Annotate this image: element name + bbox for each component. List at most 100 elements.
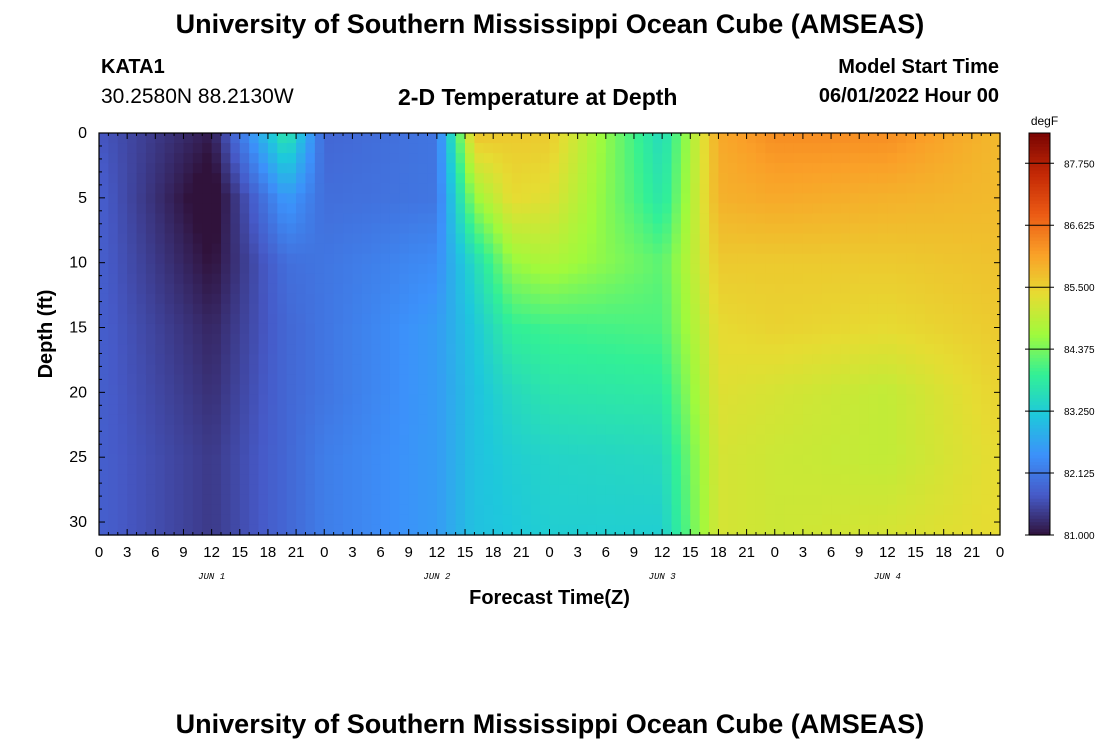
heatmap-cell <box>624 374 635 385</box>
heatmap-cell <box>343 374 354 385</box>
heatmap-cell <box>436 323 447 335</box>
heatmap-cell <box>155 504 166 516</box>
heatmap-cell <box>493 344 504 355</box>
heatmap-cell <box>812 424 823 436</box>
heatmap-cell <box>981 193 992 204</box>
heatmap-cell <box>896 384 907 395</box>
heatmap-cell <box>389 374 400 385</box>
heatmap-cell <box>680 354 691 365</box>
heatmap-cell <box>624 504 635 516</box>
heatmap-cell <box>802 524 813 536</box>
heatmap-cell <box>605 464 616 476</box>
heatmap-cell <box>549 524 560 536</box>
heatmap-cell <box>108 444 119 456</box>
heatmap-cell <box>990 243 1001 255</box>
heatmap-cell <box>211 374 222 385</box>
heatmap-cell <box>399 364 410 375</box>
heatmap-cell <box>596 233 607 245</box>
heatmap-cell <box>239 334 250 345</box>
heatmap-cell <box>249 243 260 255</box>
heatmap-cell <box>755 444 766 456</box>
heatmap-cell <box>427 173 438 184</box>
heatmap-cell <box>990 253 1001 265</box>
heatmap-cell <box>108 494 119 506</box>
heatmap-cell <box>765 203 776 214</box>
heatmap-cell <box>877 334 888 345</box>
heatmap-cell <box>296 143 307 154</box>
heatmap-cell <box>258 484 269 496</box>
heatmap-cell <box>164 434 175 446</box>
heatmap-cell <box>746 253 757 265</box>
heatmap-cell <box>127 414 138 426</box>
heatmap-cell <box>802 434 813 446</box>
colorbar-band <box>1029 531 1050 536</box>
heatmap-cell <box>906 384 917 395</box>
colorbar-band <box>1029 427 1050 432</box>
heatmap-cell <box>887 424 898 436</box>
heatmap-cell <box>953 404 964 415</box>
heatmap-cell <box>286 434 297 446</box>
colorbar-band <box>1029 457 1050 462</box>
day-label: JUN 4 <box>874 572 901 582</box>
heatmap-cell <box>549 323 560 335</box>
heatmap-cell <box>286 374 297 385</box>
heatmap-cell <box>436 193 447 204</box>
heatmap-cell <box>765 444 776 456</box>
heatmap-cell <box>136 273 147 285</box>
heatmap-cell <box>896 263 907 275</box>
heatmap-cell <box>418 133 429 144</box>
heatmap-cell <box>371 354 382 365</box>
heatmap-cell <box>418 414 429 426</box>
heatmap-cell <box>399 173 410 184</box>
heatmap-cell <box>690 193 701 204</box>
heatmap-cell <box>221 323 231 335</box>
heatmap-cell <box>727 203 738 214</box>
heatmap-cell <box>615 293 626 305</box>
heatmap-cell <box>286 133 297 144</box>
heatmap-cell <box>333 243 344 255</box>
heatmap-cell <box>709 364 720 375</box>
heatmap-cell <box>755 283 766 295</box>
heatmap-cell <box>221 263 231 275</box>
heatmap-cell <box>352 313 363 325</box>
heatmap-cell <box>887 454 898 466</box>
heatmap-cell <box>521 203 532 214</box>
heatmap-cell <box>558 504 569 516</box>
heatmap-cell <box>136 263 147 275</box>
heatmap-cell <box>258 394 269 405</box>
plot-title: 2-D Temperature at Depth <box>398 84 678 110</box>
heatmap-cell <box>746 293 757 305</box>
heatmap-cell <box>127 514 138 526</box>
heatmap-cell <box>624 253 635 265</box>
heatmap-cell <box>990 354 1001 365</box>
heatmap-cell <box>230 263 241 275</box>
heatmap-cell <box>981 424 992 436</box>
heatmap-cell <box>174 133 185 144</box>
heatmap-cell <box>821 334 832 345</box>
heatmap-cell <box>108 504 119 516</box>
heatmap-cell <box>652 283 663 295</box>
heatmap-cell <box>990 394 1001 405</box>
heatmap-cell <box>577 504 588 516</box>
heatmap-cell <box>108 263 119 275</box>
heatmap-cell <box>117 163 128 174</box>
heatmap-cell <box>605 414 616 426</box>
colorbar-band <box>1029 508 1050 513</box>
heatmap-cell <box>849 484 860 496</box>
heatmap-cell <box>511 273 522 285</box>
heatmap-cell <box>765 193 776 204</box>
heatmap-cell <box>709 153 720 164</box>
heatmap-cell <box>793 223 804 235</box>
heatmap-cell <box>662 474 673 486</box>
heatmap-cell <box>577 434 588 446</box>
heatmap-cell <box>511 454 522 466</box>
heatmap-cell <box>211 384 222 395</box>
heatmap-cell <box>605 504 616 516</box>
heatmap-cell <box>483 464 494 476</box>
heatmap-cell <box>990 223 1001 235</box>
heatmap-cell <box>652 183 663 194</box>
heatmap-cell <box>493 173 504 184</box>
heatmap-cell <box>812 303 823 315</box>
heatmap-cell <box>408 334 419 345</box>
heatmap-cell <box>953 414 964 426</box>
